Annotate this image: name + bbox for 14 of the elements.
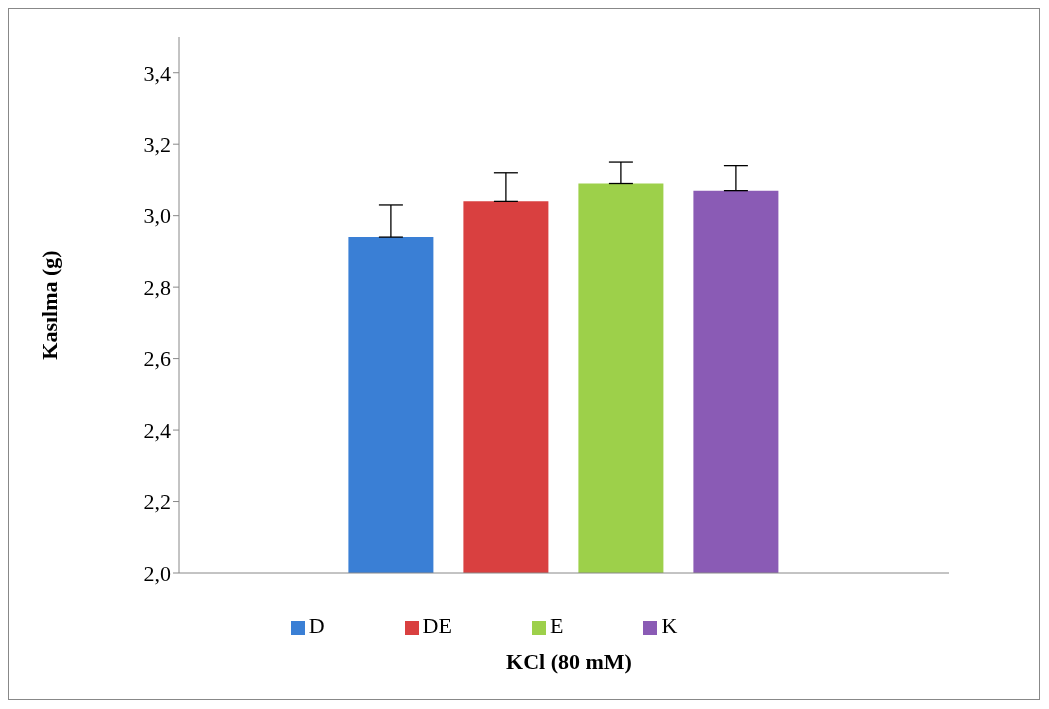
y-tick-label: 3,2	[143, 132, 171, 158]
y-axis-title: Kasılma (g)	[36, 250, 62, 360]
y-tick-label: 2,2	[143, 489, 171, 515]
legend-label: K	[661, 613, 678, 638]
legend-label: DE	[422, 613, 452, 638]
x-axis-title: KCl (80 mM)	[505, 649, 633, 675]
y-tick-label: 2,8	[143, 274, 171, 300]
legend-label: E	[549, 613, 564, 638]
y-tick-label: 2,0	[143, 560, 171, 586]
y-tick-label: 3,4	[143, 60, 171, 86]
legend-label: D	[308, 613, 325, 638]
y-tick-label: 2,6	[143, 346, 171, 372]
y-tick-label: 3,0	[143, 203, 171, 229]
y-tick-label: 2,4	[143, 417, 171, 443]
